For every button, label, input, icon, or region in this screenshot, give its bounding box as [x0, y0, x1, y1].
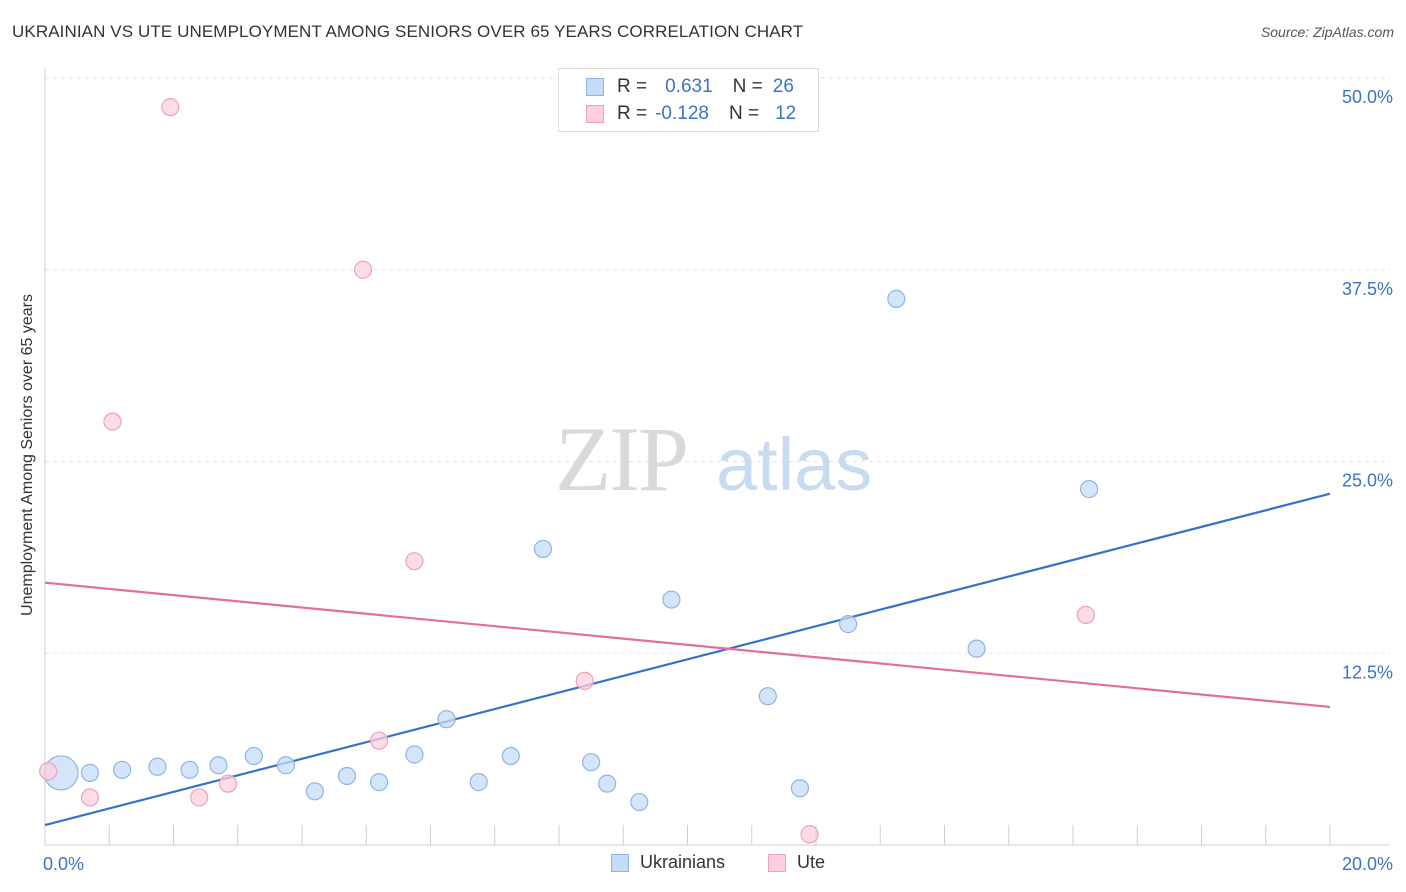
ute-point — [1076, 605, 1095, 625]
ute-point — [161, 98, 180, 117]
series-legend: Ukrainians Ute — [0, 852, 1406, 878]
ukrainians-point — [112, 760, 132, 779]
ute-swatch — [586, 105, 604, 123]
ukrainians-point — [790, 779, 810, 798]
legend-label-ukrainians: Ukrainians — [640, 852, 726, 872]
y-tick-label: 50.0% — [1342, 87, 1393, 107]
n-label: N = — [728, 103, 760, 124]
n-value: 26 — [772, 76, 794, 97]
y-tick-label: 37.5% — [1342, 279, 1393, 299]
chart-title: UKRAINIAN VS UTE UNEMPLOYMENT AMONG SENI… — [12, 22, 804, 41]
y-axis-label: Unemployment Among Seniors over 65 years — [19, 294, 36, 616]
ute-point — [575, 671, 594, 690]
ukrainians-point — [337, 766, 357, 786]
ukrainians-point — [501, 746, 520, 766]
watermark-atlas: atlas — [716, 423, 872, 506]
ukrainians-point — [370, 773, 389, 792]
ute-point — [370, 731, 389, 750]
data-points — [39, 98, 1099, 844]
ute-point — [405, 552, 424, 571]
ukrainians-point — [887, 289, 906, 308]
ukrainians-point — [148, 757, 167, 776]
r-label: R = — [617, 76, 648, 97]
x-tick-label: 20.0% — [1342, 854, 1393, 874]
ute-point — [80, 788, 100, 807]
tick-labels: 12.5% 25.0% 37.5% 50.0% 0.0% 20.0% — [43, 87, 1393, 874]
ukrainians-point — [630, 792, 649, 812]
ute-legend-swatch — [768, 853, 786, 872]
ukrainians-point — [405, 745, 424, 764]
ukrainians-point — [758, 687, 777, 706]
ukrainians-point — [533, 539, 553, 559]
ukrainians-swatch — [586, 78, 604, 96]
ukrainians-point — [209, 756, 228, 775]
trend-lines — [44, 492, 1331, 827]
ute-point — [190, 788, 209, 807]
ute-trend-line — [44, 581, 1331, 709]
ukrainians-point — [662, 590, 681, 609]
legend-label-ute: Ute — [797, 852, 826, 872]
ukrainians-point — [1079, 480, 1099, 499]
y-tick-label: 25.0% — [1342, 471, 1393, 491]
legend-item-ute[interactable]: Ute — [768, 852, 825, 873]
legend-item-ukrainians[interactable]: Ukrainians — [611, 852, 725, 873]
axes — [44, 68, 1390, 846]
ukrainians-point — [244, 746, 263, 766]
ukrainians-point — [305, 782, 324, 801]
stats-legend-row-ukrainians: R = 0.631 N = 26 — [559, 74, 794, 100]
n-label: N = — [732, 76, 763, 97]
ukrainians-point — [437, 710, 456, 729]
grid-lines — [45, 77, 1390, 654]
source-label: Source: ZipAtlas.com — [1260, 24, 1394, 40]
ukrainians-trend-line — [44, 492, 1331, 827]
r-label: R = — [617, 103, 648, 124]
ute-point — [103, 412, 122, 431]
ukrainians-point — [598, 774, 617, 793]
x-tick-label: 0.0% — [43, 854, 84, 874]
ukrainians-point — [80, 763, 100, 783]
ukrainians-point — [276, 756, 296, 775]
ukrainians-point — [469, 773, 488, 792]
ute-point — [800, 825, 819, 844]
r-value: 0.631 — [665, 76, 713, 97]
stats-legend-row-ute: R = -0.128 N = 12 — [559, 101, 796, 127]
ukrainians-point — [582, 753, 601, 772]
ute-point — [39, 762, 58, 781]
ute-point — [219, 774, 238, 793]
y-tick-label: 12.5% — [1342, 662, 1393, 682]
stats-legend: R = 0.631 N = 26 R = -0.128 N = 12 — [558, 68, 819, 132]
n-value: 12 — [775, 103, 797, 124]
watermark-zip: ZIP — [555, 408, 687, 510]
ukrainians-point — [180, 760, 199, 779]
r-value: -0.128 — [655, 103, 709, 124]
ukrainians-legend-swatch — [611, 853, 629, 872]
ukrainians-point — [839, 615, 858, 634]
watermark: ZIP atlas — [555, 408, 872, 510]
ute-point — [353, 260, 373, 279]
ukrainians-point — [967, 639, 986, 658]
